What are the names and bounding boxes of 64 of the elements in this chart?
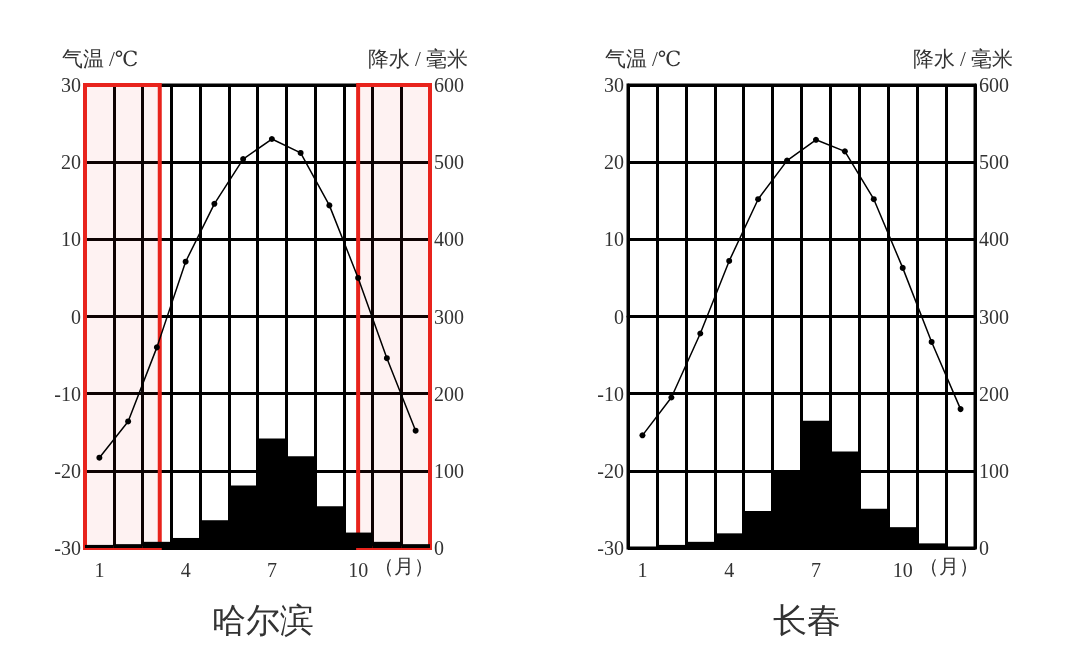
- point: [96, 454, 103, 461]
- point: [268, 136, 275, 143]
- y2-tick-label: 600: [979, 74, 1009, 96]
- x-axis-title: （月）: [919, 555, 979, 577]
- y2-tick-label: 0: [434, 537, 444, 559]
- y2-tick-label: 100: [434, 459, 464, 482]
- point: [639, 432, 646, 439]
- y2-tick-label: 300: [434, 305, 464, 328]
- y-tick-label: 20: [61, 151, 81, 174]
- y-tick-label: -10: [597, 382, 624, 405]
- y2-tick-label: 600: [434, 74, 464, 96]
- y-tick-label: -10: [54, 382, 81, 405]
- point: [812, 136, 819, 143]
- point: [326, 202, 333, 209]
- y2-tick-label: 400: [434, 228, 464, 251]
- y-tick-label: 30: [61, 74, 81, 96]
- x-axis-title: （月）: [374, 555, 434, 577]
- y2-tick-label: 200: [979, 382, 1009, 405]
- x-tick-label: 4: [180, 559, 191, 581]
- y-axis-title: 气温 /℃: [61, 46, 139, 71]
- y-tick-label: -20: [597, 459, 624, 482]
- y2-tick-label: 0: [979, 537, 989, 559]
- y2-tick-label: 500: [434, 151, 464, 174]
- y2-tick-label: 100: [979, 459, 1009, 482]
- point: [755, 196, 762, 203]
- y2-tick-label: 400: [979, 228, 1009, 251]
- point: [182, 258, 189, 265]
- text: 哈尔滨: [211, 601, 314, 639]
- y-axis-title: 气温 /℃: [604, 46, 682, 71]
- text: 长春: [772, 601, 841, 639]
- y-tick-label: 0: [614, 305, 624, 328]
- point: [899, 264, 906, 271]
- point: [841, 148, 848, 155]
- x-tick-label: 10: [348, 559, 369, 581]
- y-tick-label: 10: [61, 228, 81, 251]
- y-tick-label: -30: [597, 537, 624, 559]
- y-tick-label: -20: [54, 459, 81, 482]
- y-tick-label: -30: [54, 537, 81, 559]
- x-tick-label: 1: [94, 559, 105, 581]
- point: [726, 257, 733, 264]
- x-tick-label: 1: [637, 559, 648, 581]
- point: [297, 149, 304, 156]
- point: [211, 200, 218, 207]
- x-tick-label: 4: [724, 559, 735, 581]
- point: [870, 196, 877, 203]
- y-tick-label: 0: [71, 305, 81, 328]
- x-tick-label: 7: [810, 559, 821, 581]
- y2-axis-title: 降水 / 毫米: [912, 46, 1013, 71]
- point: [412, 427, 419, 434]
- y-tick-label: 10: [604, 228, 624, 251]
- y-tick-label: 30: [604, 74, 624, 96]
- point: [153, 344, 160, 351]
- y2-axis-title: 降水 / 毫米: [367, 46, 468, 71]
- x-tick-label: 10: [892, 559, 913, 581]
- y-tick-label: 20: [604, 151, 624, 174]
- point: [125, 418, 132, 425]
- x-tick-label: 7: [266, 559, 277, 581]
- y2-tick-label: 300: [979, 305, 1009, 328]
- point: [355, 274, 362, 281]
- y2-tick-label: 200: [434, 382, 464, 405]
- point: [383, 355, 390, 362]
- y2-tick-label: 500: [979, 151, 1009, 174]
- point: [957, 406, 964, 413]
- point: [928, 338, 935, 345]
